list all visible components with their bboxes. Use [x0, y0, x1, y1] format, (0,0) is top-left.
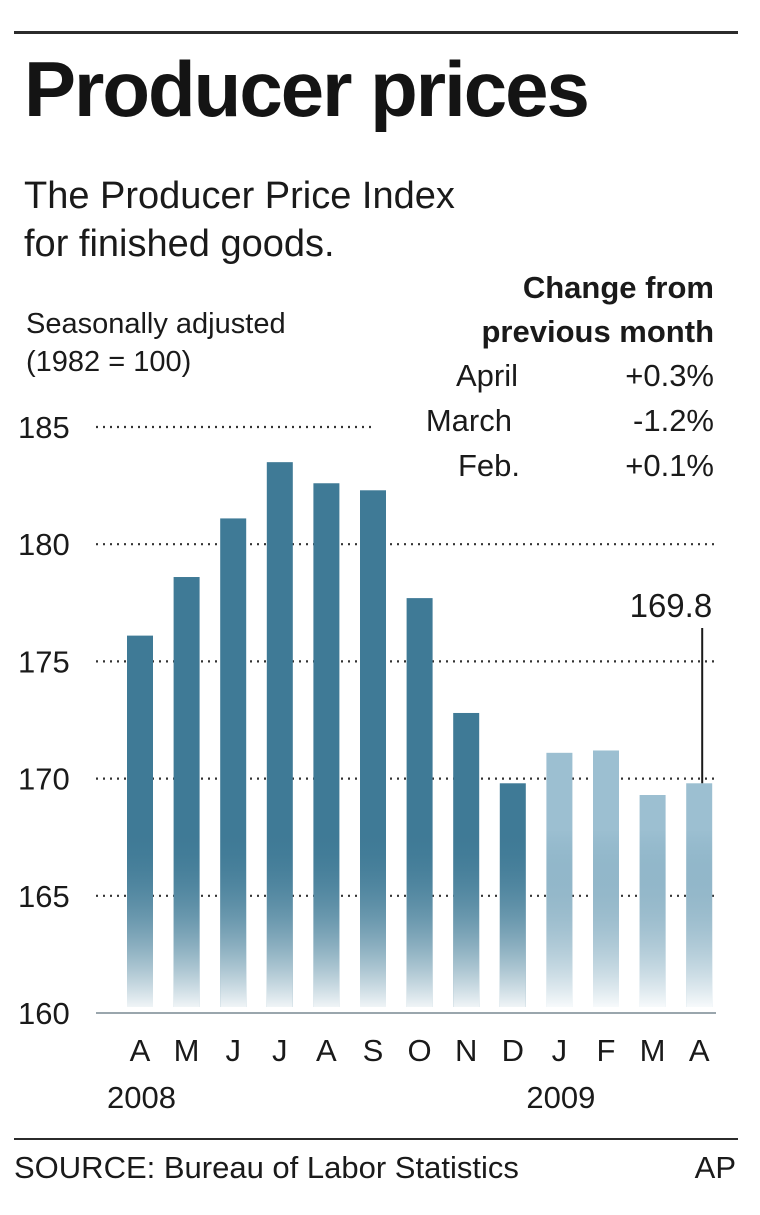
change-row-month: Feb.	[457, 448, 520, 483]
year-label: 2008	[107, 1080, 176, 1115]
bar-fade	[127, 830, 153, 1007]
year-label: 2009	[526, 1080, 595, 1115]
bar-fade	[499, 830, 526, 1007]
change-row-month: April	[455, 358, 518, 393]
change-row-month: March	[425, 403, 512, 438]
x-tick-label: M	[174, 1033, 200, 1068]
y-tick-label: 160	[18, 996, 70, 1031]
y-tick-label: 170	[18, 762, 70, 797]
bar-fade	[313, 830, 340, 1007]
x-tick-label: S	[363, 1033, 384, 1068]
x-tick-label: A	[316, 1033, 337, 1068]
bar-fade	[220, 830, 247, 1007]
x-tick-label: J	[272, 1033, 288, 1068]
bar-fade	[686, 830, 713, 1007]
bar-fade	[360, 830, 386, 1007]
x-tick-label: A	[130, 1033, 151, 1068]
x-tick-label: D	[502, 1033, 524, 1068]
seasonal-note: Seasonally adjusted	[26, 308, 286, 340]
grid-layer	[96, 425, 716, 897]
x-tick-label: N	[455, 1033, 477, 1068]
annotation-label: 169.8	[630, 587, 713, 624]
change-table-heading: Change from previous month	[481, 266, 714, 354]
x-tick-label: O	[408, 1033, 432, 1068]
x-tick-label: F	[597, 1033, 616, 1068]
y-tick-label: 185	[18, 410, 70, 445]
subtitle-line-2: for finished goods.	[24, 223, 335, 265]
x-tick-label: J	[552, 1033, 568, 1068]
chart-subtitle: The Producer Price Index for finished go…	[24, 172, 624, 268]
bar-fade	[266, 830, 293, 1007]
y-tick-label: 175	[18, 644, 70, 679]
bar-fade	[593, 830, 619, 1007]
y-tick-label: 165	[18, 879, 70, 914]
source-note: SOURCE: Bureau of Labor Statistics	[14, 1150, 519, 1185]
bar-layer	[127, 462, 713, 1008]
x-tick-label: M	[640, 1033, 666, 1068]
change-heading-line-2: previous month	[481, 314, 714, 349]
top-rule	[14, 31, 738, 34]
change-row-value: +0.1%	[625, 448, 714, 483]
credit-label: AP	[694, 1150, 736, 1185]
bar-fade	[453, 830, 480, 1007]
x-tick-label: J	[225, 1033, 241, 1068]
x-tick-label: A	[689, 1033, 710, 1068]
y-tick-label: 180	[18, 527, 70, 562]
chart-title: Producer prices	[24, 45, 590, 133]
bar-fade	[639, 830, 666, 1007]
subtitle-line-1: The Producer Price Index	[24, 175, 455, 217]
bar-fade	[173, 830, 200, 1007]
bar-fade	[406, 830, 433, 1007]
base-year-note: (1982 = 100)	[26, 346, 192, 378]
bottom-rule	[14, 1138, 738, 1140]
change-heading-line-1: Change from	[522, 270, 714, 305]
change-row-value: +0.3%	[625, 358, 714, 393]
change-row-value: -1.2%	[633, 403, 714, 438]
bar-fade	[546, 830, 573, 1007]
